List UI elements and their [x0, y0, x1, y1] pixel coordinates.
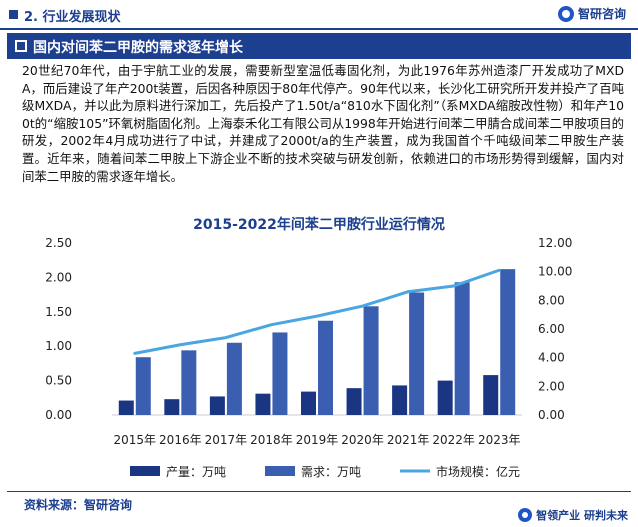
x-tick-label: 2019年	[296, 433, 339, 447]
legend-label: 产量：万吨	[166, 465, 226, 479]
bar-production	[118, 400, 134, 415]
bar-production	[301, 391, 316, 415]
market-size-line	[133, 268, 501, 355]
legend-swatch	[130, 466, 160, 476]
plot-area: 0.00 0.50 1.00 1.50 2.00 2.50 0.00 2.00 4.00 6.00…	[45, 236, 572, 447]
x-tick-label: 2021年	[387, 433, 430, 447]
footer-brand: 智领产业 研判未来	[518, 507, 628, 523]
y-right-tick-label: 6.00	[538, 322, 565, 336]
bar-demand	[363, 306, 379, 415]
bar-demand	[318, 320, 333, 415]
legend-label: 市场规模：亿元	[436, 464, 520, 479]
x-tick-label: 2023年	[478, 433, 521, 447]
x-tick-label: 2017年	[205, 433, 248, 447]
x-tick-label: 2020年	[341, 433, 384, 447]
footer-slogan: 智领产业 研判未来	[536, 509, 628, 522]
banner-title: 国内对间苯二甲胺的需求逐年增长	[33, 40, 243, 56]
brand-logo: 智研咨询	[557, 5, 626, 22]
bar-production	[392, 385, 408, 415]
banner-square-icon	[15, 40, 27, 52]
y-left-tick-label: 2.00	[45, 270, 72, 284]
bar-demand	[454, 282, 470, 415]
y-right-tick-label: 2.00	[538, 379, 565, 393]
bar-demand	[135, 357, 151, 415]
brand-name: 智研咨询	[577, 7, 626, 21]
y-left-tick-label: 1.00	[45, 339, 72, 353]
bar-demand	[181, 350, 197, 415]
x-tick-label: 2016年	[159, 433, 202, 447]
header-divider	[0, 28, 638, 30]
bar-production	[164, 399, 180, 415]
chart-title: 2015-2022年间苯二甲胺行业运行情况	[193, 216, 445, 233]
footer-divider	[7, 491, 631, 492]
bar-demand	[500, 269, 516, 415]
y-right-tick-label: 8.00	[538, 293, 565, 307]
bar-production	[346, 388, 362, 415]
bar-production	[209, 396, 225, 415]
brand-circle-icon	[557, 5, 574, 22]
bar-production	[437, 380, 453, 415]
x-tick-label: 2018年	[250, 433, 293, 447]
chart-legend: 产量：万吨 需求：万吨 市场规模：亿元	[130, 464, 520, 479]
x-tick-label: 2022年	[432, 433, 475, 447]
bar-production	[483, 375, 499, 415]
section-marker-icon	[9, 10, 18, 19]
bar-production	[255, 393, 271, 415]
bar-demand	[409, 292, 425, 415]
y-right-tick-label: 4.00	[538, 351, 565, 365]
section-title: 2. 行业发展现状	[24, 10, 121, 25]
legend-label: 需求：万吨	[301, 465, 361, 479]
y-right-tick-label: 12.00	[538, 236, 572, 250]
title-banner: 国内对间苯二甲胺的需求逐年增长	[7, 33, 631, 59]
top-bar: 2. 行业发展现状 智研咨询	[0, 0, 638, 30]
chart: 2015-2022年间苯二甲胺行业运行情况 0.00 0.50 1.00 1.50 2.…	[45, 216, 572, 479]
source-note: 资料来源：智研咨询	[24, 498, 133, 512]
footer-logo-icon	[518, 508, 533, 522]
bar-demand	[226, 342, 242, 415]
body-paragraph: 20世纪70年代，由于宇航工业的发展，需要新型室温低毒固化剂，为此1976年苏州…	[22, 63, 624, 184]
y-left-tick-label: 0.00	[45, 408, 72, 422]
x-tick-label: 2015年	[114, 433, 157, 447]
y-left-tick-label: 1.50	[45, 305, 72, 319]
legend-swatch	[265, 466, 295, 476]
bar-demand	[272, 332, 288, 415]
y-left-tick-label: 0.50	[45, 374, 72, 388]
y-right-tick-label: 10.00	[538, 265, 572, 279]
y-right-tick-label: 0.00	[538, 408, 565, 422]
y-left-tick-label: 2.50	[45, 236, 72, 250]
